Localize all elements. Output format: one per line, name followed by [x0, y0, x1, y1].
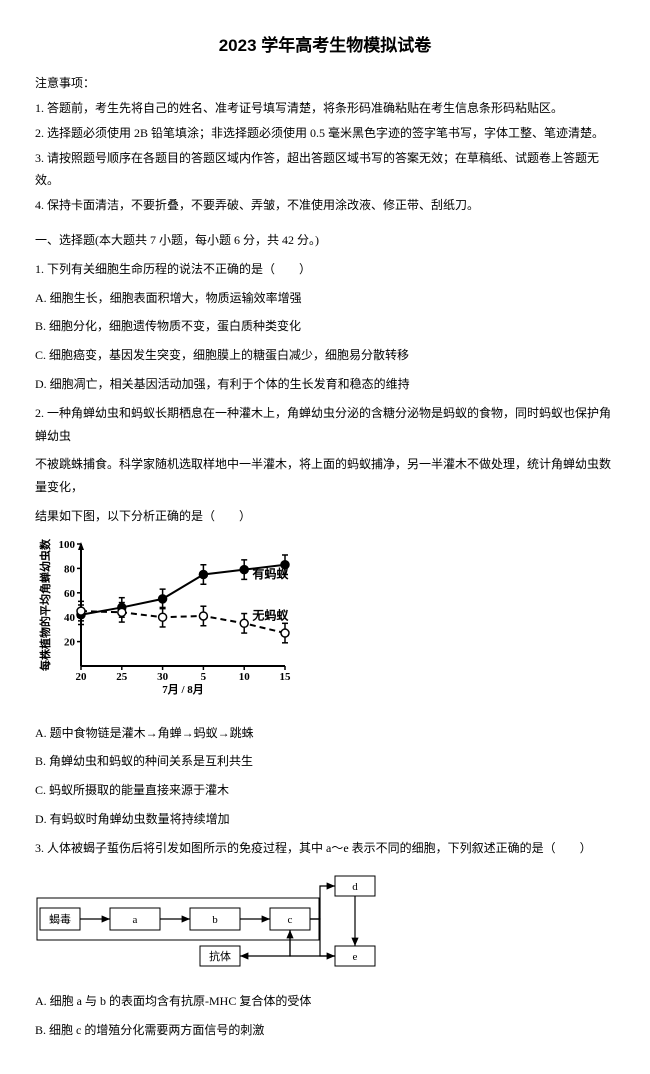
svg-text:40: 40 [64, 612, 76, 624]
svg-text:20: 20 [76, 671, 88, 683]
svg-text:15: 15 [280, 671, 292, 683]
svg-text:e: e [353, 951, 358, 963]
section-heading: 一、选择题(本大题共 7 小题，每小题 6 分，共 42 分。) [35, 229, 615, 252]
option-a: A. 细胞生长，细胞表面积增大，物质运输效率增强 [35, 287, 615, 310]
question-stem: 1. 下列有关细胞生命历程的说法不正确的是（ ） [35, 258, 615, 281]
notice-item: 3. 请按照题号顺序在各题目的答题区域内作答，超出答题区域书写的答案无效；在草稿… [35, 147, 615, 193]
notice-heading: 注意事项： [35, 72, 615, 95]
option-c: C. 蚂蚁所摄取的能量直接来源于灌木 [35, 779, 615, 802]
page-title: 2023 学年高考生物模拟试卷 [35, 30, 615, 62]
flowchart-diagram: 蝎毒abc抗体ed [35, 868, 615, 981]
option-a: A. 题中食物链是灌木→角蝉→蚂蚁→跳蛛 [35, 722, 615, 745]
svg-text:蝎毒: 蝎毒 [49, 913, 71, 926]
svg-text:d: d [352, 881, 358, 893]
notice-item: 4. 保持卡面清洁，不要折叠，不要弄破、弄皱，不准使用涂改液、修正带、刮纸刀。 [35, 194, 615, 217]
option-a: A. 细胞 a 与 b 的表面均含有抗原-MHC 复合体的受体 [35, 990, 615, 1013]
svg-text:每株植物的平均角蝉幼虫数: 每株植物的平均角蝉幼虫数 [38, 538, 52, 671]
line-chart: 20 40 60 80 100 20 25 30 5 10 15 7月 / 8月 每株植物的平均角蝉幼虫… [35, 536, 615, 714]
question-stem: 不被跳蛛捕食。科学家随机选取样地中一半灌木，将上面的蚂蚁捕净，另一半灌木不做处理… [35, 453, 615, 499]
svg-text:80: 80 [64, 563, 76, 575]
svg-text:100: 100 [59, 539, 76, 551]
question-stem: 3. 人体被蝎子蜇伤后将引发如图所示的免疫过程，其中 a～e 表示不同的细胞，下… [35, 837, 615, 860]
svg-text:20: 20 [64, 636, 76, 648]
notice-item: 1. 答题前，考生先将自己的姓名、准考证号填写清楚，将条形码准确粘贴在考生信息条… [35, 97, 615, 120]
notice-item: 2. 选择题必须使用 2B 铅笔填涂；非选择题必须使用 0.5 毫米黑色字迹的签… [35, 122, 615, 145]
svg-text:10: 10 [239, 671, 251, 683]
svg-text:7月 / 8月: 7月 / 8月 [162, 683, 204, 696]
svg-text:无蚂蚁: 无蚂蚁 [251, 607, 289, 622]
svg-text:25: 25 [116, 671, 128, 683]
svg-text:有蚂蚁: 有蚂蚁 [252, 566, 289, 581]
option-b: B. 角蝉幼虫和蚂蚁的种间关系是互利共生 [35, 750, 615, 773]
svg-text:60: 60 [64, 588, 76, 600]
option-c: C. 细胞癌变，基因发生突变，细胞膜上的糖蛋白减少，细胞易分散转移 [35, 344, 615, 367]
option-d: D. 细胞凋亡，相关基因活动加强，有利于个体的生长发育和稳态的维持 [35, 373, 615, 396]
svg-text:5: 5 [201, 671, 207, 683]
question-stem: 2. 一种角蝉幼虫和蚂蚁长期栖息在一种灌木上，角蝉幼虫分泌的含糖分泌物是蚂蚁的食… [35, 402, 615, 448]
svg-text:抗体: 抗体 [209, 949, 231, 963]
option-d: D. 有蚂蚁时角蝉幼虫数量将持续增加 [35, 808, 615, 831]
question-stem: 结果如下图，以下分析正确的是（ ） [35, 505, 615, 528]
option-b: B. 细胞 c 的增殖分化需要两方面信号的刺激 [35, 1019, 615, 1042]
svg-text:30: 30 [157, 671, 169, 683]
option-b: B. 细胞分化，细胞遗传物质不变，蛋白质种类变化 [35, 315, 615, 338]
